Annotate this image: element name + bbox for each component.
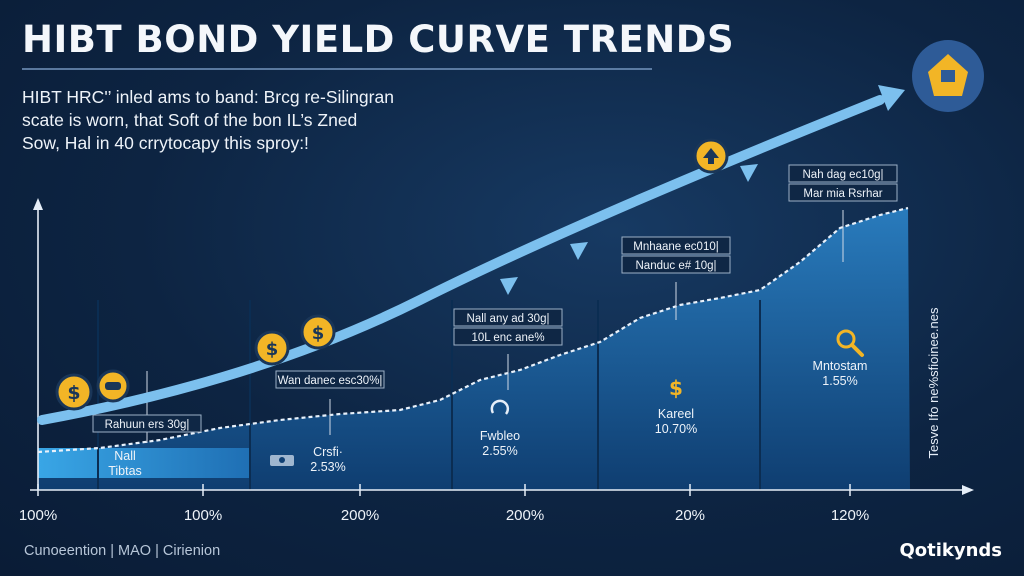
car-coin-icon (96, 369, 130, 403)
callout-text: Wan danec esc30%| (278, 375, 383, 387)
subtitle: HIBT HRC'’ inled ams to band: Brcg re-Si… (22, 87, 394, 153)
x-axis-arrow (962, 485, 974, 495)
segment-dividers (97, 300, 761, 490)
y-axis-label: Tesve Ifo ne%sfioinee.nes (926, 307, 941, 459)
x-tick-label: 200% (506, 507, 544, 524)
trend-chevron (500, 277, 518, 295)
y-axis-arrow (33, 198, 43, 210)
refresh-icon (490, 399, 510, 415)
yield-curve-line (37, 206, 909, 454)
trend-arrow-head (878, 85, 905, 111)
footer-legend: Cunoeention | MAO | Cirienion (24, 543, 221, 559)
camera-icon (270, 455, 294, 466)
segment-label: Kareel 10.70% (655, 407, 697, 436)
svg-text:$: $ (266, 339, 279, 360)
crypto-badge-icon (912, 40, 984, 112)
callout-text: Mar mia Rsrhar (803, 188, 882, 200)
callout-text: Nanduc e# 10g| (636, 260, 717, 272)
x-tick-label: 100% (19, 507, 57, 524)
x-tick-label: 20% (675, 507, 705, 524)
up-arrow-coin-icon (693, 138, 729, 174)
x-ticks: 100% 100% 200% 200% 20% 120% (19, 484, 869, 524)
magnifier-icon (836, 329, 864, 357)
segment-label: Mntostam 1.55% (813, 359, 868, 388)
callout-text: Rahuun ers 30g| (105, 419, 190, 431)
segment-label: Fwbleo 2.55% (480, 429, 520, 458)
callout-text: 10L enc ane% (471, 332, 544, 344)
dollar-coin-icon: $ (55, 373, 93, 411)
callout: Mnhaane ec010| Nanduc e# 10g| (621, 236, 731, 320)
brand-logo: Qotikynds (899, 540, 1002, 561)
title-divider (22, 68, 652, 70)
callout: Wan danec esc30%| (275, 370, 385, 435)
x-tick-label: 120% (831, 507, 869, 524)
svg-text:$: $ (669, 376, 683, 400)
svg-text:$: $ (67, 382, 80, 404)
base-strip (38, 448, 250, 478)
callout: Nah dag ec10g| Mar mia Rsrhar (788, 164, 898, 262)
callout-text: Mnhaane ec010| (633, 241, 718, 253)
dollar-icon: $ (669, 376, 683, 400)
trend-chevron (740, 164, 758, 182)
callouts: Rahuun ers 30g| Wan danec esc30%| Nall any… (92, 164, 898, 443)
segment-label: Nall Tibtas (108, 449, 142, 478)
trend-chevron (570, 242, 588, 260)
trend-chevrons (500, 164, 758, 295)
svg-text:$: $ (312, 323, 325, 344)
dollar-coin-icon: $ (254, 330, 290, 366)
segment-label: Crsfi· 2.53% (310, 445, 345, 474)
callout-text: Nall any ad 30g| (467, 313, 550, 325)
dollar-coin-icon: $ (300, 314, 336, 350)
callout: Rahuun ers 30g| (92, 371, 202, 443)
yield-area (38, 208, 910, 490)
callout-text: Nah dag ec10g| (803, 169, 884, 181)
x-tick-label: 200% (341, 507, 379, 524)
callout: Nall any ad 30g| 10L enc ane% (453, 308, 563, 390)
page-title: HIBT BOND YIELD CURVE TRENDS (22, 18, 735, 61)
segment-labels: Nall Tibtas Crsfi· 2.53% Fwbleo 2.55% Kareel 10… (108, 359, 867, 478)
x-tick-label: 100% (184, 507, 222, 524)
